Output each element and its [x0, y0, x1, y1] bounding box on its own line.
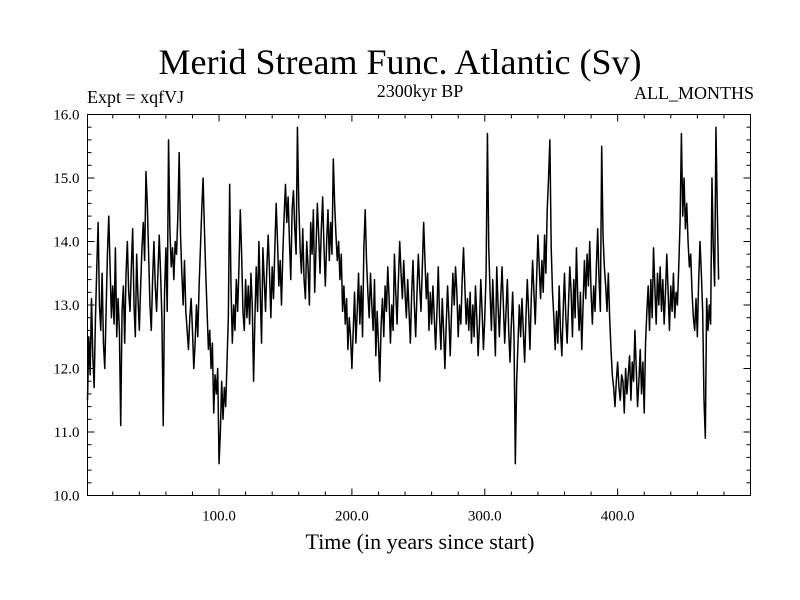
y-tick-label: 14.0: [53, 235, 79, 251]
x-tick-label: 100.0: [202, 509, 236, 525]
axis-ticks: 10.0 11.0 12.0 13.0 14.0 15.0 16.0 100.0 200.0 30…: [53, 108, 751, 525]
period-label: 2300kyr BP: [376, 81, 464, 101]
plot-frame: [87, 114, 751, 496]
series-line: [86, 126, 720, 465]
months-label: ALL_MONTHS: [634, 83, 754, 103]
chart-title: Merid Stream Func. Atlantic (Sv): [158, 42, 642, 82]
series-layer: [86, 126, 720, 465]
x-tick-label: 400.0: [601, 509, 635, 525]
experiment-label: Expt = xqfVJ: [87, 87, 185, 107]
x-tick-label: 200.0: [335, 509, 369, 525]
y-tick-label: 16.0: [53, 108, 79, 124]
x-axis-label: Time (in years since start): [305, 529, 535, 554]
x-tick-label: 300.0: [468, 509, 502, 525]
y-tick-label: 10.0: [53, 489, 79, 505]
y-tick-label: 15.0: [53, 171, 79, 187]
y-tick-label: 12.0: [53, 362, 79, 378]
y-tick-label: 11.0: [54, 425, 80, 441]
y-tick-label: 13.0: [53, 298, 79, 314]
